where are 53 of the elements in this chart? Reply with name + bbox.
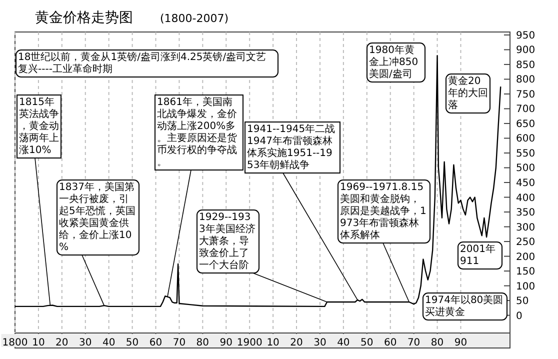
- y-tick-label: 400: [516, 192, 536, 204]
- x-tick-label: 80: [196, 338, 210, 348]
- y-tick-label: 250: [516, 237, 536, 248]
- y-tick-label: 650: [516, 118, 536, 130]
- y-tick-label: 900: [516, 45, 536, 56]
- annotation: 1980年黄金上冲850美圆/盎司: [369, 44, 418, 80]
- x-tick-label: 40: [337, 338, 350, 348]
- y-tick-label: 800: [516, 74, 536, 86]
- x-tick-label: 1800: [2, 338, 28, 348]
- annotation: 2001年911: [460, 243, 496, 267]
- y-tick-label: 600: [516, 134, 536, 145]
- annotation: 1815年英法战争，黄金动荡两年上涨10%: [19, 96, 59, 156]
- y-tick-label: 950: [516, 30, 536, 42]
- annotation: 1929--1933年美国经济大萧条，导致金价上了一个大台阶: [199, 212, 256, 271]
- x-tick-label: 10: [32, 338, 45, 348]
- annotation: 1861年，美国南北战争爆发，金价动荡上涨200%多。主要原因还是货币发行权的争夺战。: [157, 96, 237, 168]
- x-tick-label: 30: [79, 338, 92, 348]
- y-tick-label: 450: [516, 178, 536, 189]
- x-tick-label: 90: [220, 338, 233, 348]
- y-tick-label: 850: [516, 60, 536, 71]
- y-tick-label: 200: [516, 252, 536, 263]
- y-tick-label: 0: [516, 310, 522, 322]
- annotation: 1969--1971.8.15美圆和黄金脱钩，原因是美越战争，1973年布雷顿森林体系解体: [340, 182, 426, 241]
- annotation: 18世纪以前，黄金从1英镑/盎司涨到4.25英镑/盎司文艺复兴----工业革命时期: [18, 51, 266, 75]
- x-tick-label: 20: [56, 338, 68, 348]
- y-tick-label: 700: [516, 104, 536, 116]
- y-tick-label: 150: [516, 266, 536, 278]
- y-tick-label: 750: [516, 89, 536, 100]
- y-tick-label: 500: [516, 163, 536, 174]
- y-tick-label: 300: [516, 222, 536, 234]
- x-tick-label: 70: [172, 338, 186, 348]
- annotation: 1941--1945年二战1947年布雷顿森林体系实施1951--1953年朝鲜战争: [247, 123, 336, 171]
- x-tick-label: 30: [314, 338, 326, 348]
- x-tick-label: 90: [454, 338, 468, 348]
- y-tick-label: 100: [516, 281, 536, 292]
- x-tick-label: 40: [102, 338, 116, 348]
- chart-title: 黄金价格走势图: [35, 10, 133, 26]
- annotation: 1974年以80美圆买进黄金: [425, 294, 504, 318]
- x-tick-label: 1900: [236, 338, 262, 348]
- x-tick-label: 20: [290, 338, 303, 348]
- y-tick-label: 350: [516, 208, 536, 219]
- x-tick-label: 50: [360, 338, 374, 348]
- annotation: 1837年，美国第一央行被废，引起5年恐慌，英国收紧美国黄金供给，金价上涨10%: [59, 181, 136, 253]
- x-tick-label: 50: [126, 338, 139, 348]
- x-tick-label: 10: [266, 338, 280, 348]
- y-tick-label: 50: [516, 296, 529, 308]
- x-tick-label: 60: [384, 338, 397, 348]
- x-tick-label: 70: [407, 338, 420, 348]
- annotation: 黄金20年的大回落: [448, 75, 488, 111]
- chart-subtitle: (1800-2007): [160, 12, 229, 25]
- x-tick-label: 80: [430, 338, 444, 348]
- y-tick-label: 550: [516, 148, 536, 160]
- x-tick-label: 60: [149, 338, 162, 348]
